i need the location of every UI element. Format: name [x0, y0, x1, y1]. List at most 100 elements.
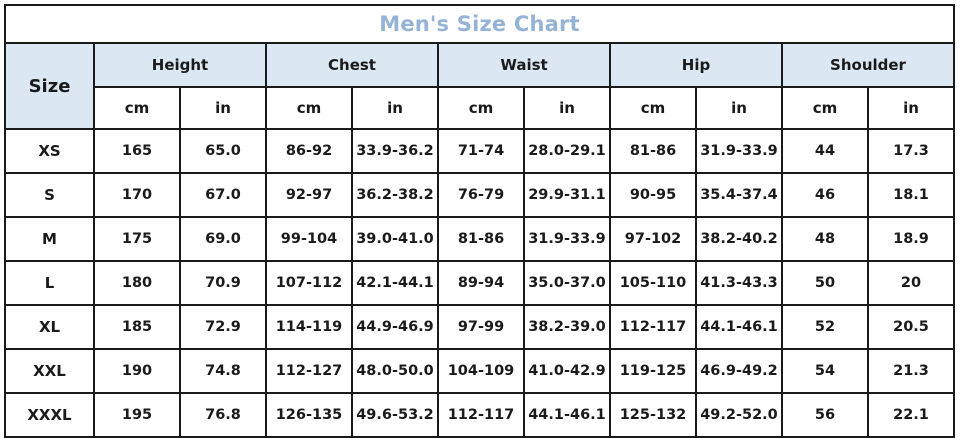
unit-header-hip-cm: cm — [609, 86, 697, 130]
table-row: L 180 70.9 107-112 42.1-44.1 89-94 35.0-37.0 10… — [4, 260, 955, 306]
value-cell: 90-95 — [609, 172, 697, 218]
size-cell: XXXL — [4, 392, 95, 438]
value-cell: 48.0-50.0 — [351, 348, 439, 394]
value-cell: 41.3-43.3 — [695, 260, 783, 306]
value-cell: 35.0-37.0 — [523, 260, 611, 306]
value-cell: 76-79 — [437, 172, 525, 218]
value-cell: 104-109 — [437, 348, 525, 394]
page-title: Men's Size Chart — [4, 4, 955, 44]
value-cell: 71-74 — [437, 128, 525, 174]
unit-header-hip-in: in — [695, 86, 783, 130]
title-row: Men's Size Chart — [4, 4, 955, 44]
value-cell: 44.1-46.1 — [695, 304, 783, 350]
value-cell: 44.1-46.1 — [523, 392, 611, 438]
value-cell: 175 — [93, 216, 181, 262]
unit-header-waist-cm: cm — [437, 86, 525, 130]
value-cell: 39.0-41.0 — [351, 216, 439, 262]
value-cell: 22.1 — [867, 392, 955, 438]
table-row: XXXL 195 76.8 126-135 49.6-53.2 112-117 44.1-4… — [4, 392, 955, 438]
value-cell: 65.0 — [179, 128, 267, 174]
size-cell: XS — [4, 128, 95, 174]
value-cell: 31.9-33.9 — [695, 128, 783, 174]
value-cell: 69.0 — [179, 216, 267, 262]
value-cell: 185 — [93, 304, 181, 350]
group-header-row: Size Height Chest Waist Hip Shoulder — [4, 42, 955, 130]
value-cell: 46 — [781, 172, 869, 218]
value-cell: 46.9-49.2 — [695, 348, 783, 394]
value-cell: 56 — [781, 392, 869, 438]
unit-header-row: cm in cm in cm in cm in cm in — [5, 86, 955, 130]
value-cell: 36.2-38.2 — [351, 172, 439, 218]
value-cell: 21.3 — [867, 348, 955, 394]
value-cell: 44 — [781, 128, 869, 174]
value-cell: 126-135 — [265, 392, 353, 438]
value-cell: 76.8 — [179, 392, 267, 438]
value-cell: 105-110 — [609, 260, 697, 306]
value-cell: 112-127 — [265, 348, 353, 394]
value-cell: 31.9-33.9 — [523, 216, 611, 262]
value-cell: 86-92 — [265, 128, 353, 174]
value-cell: 67.0 — [179, 172, 267, 218]
unit-header-shoulder-in: in — [867, 86, 955, 130]
value-cell: 107-112 — [265, 260, 353, 306]
unit-header-height-in: in — [179, 86, 267, 130]
value-cell: 74.8 — [179, 348, 267, 394]
value-cell: 92-97 — [265, 172, 353, 218]
size-table-body: XS 165 65.0 86-92 33.9-36.2 71-74 28.0-29.1 81-… — [4, 128, 955, 438]
value-cell: 44.9-46.9 — [351, 304, 439, 350]
value-cell: 170 — [93, 172, 181, 218]
value-cell: 180 — [93, 260, 181, 306]
value-cell: 49.6-53.2 — [351, 392, 439, 438]
value-cell: 29.9-31.1 — [523, 172, 611, 218]
value-cell: 33.9-36.2 — [351, 128, 439, 174]
value-cell: 195 — [93, 392, 181, 438]
size-cell: S — [4, 172, 95, 218]
column-group-height: Height — [93, 42, 267, 88]
value-cell: 42.1-44.1 — [351, 260, 439, 306]
column-group-chest: Chest — [265, 42, 439, 88]
value-cell: 48 — [781, 216, 869, 262]
value-cell: 81-86 — [437, 216, 525, 262]
value-cell: 72.9 — [179, 304, 267, 350]
value-cell: 38.2-40.2 — [695, 216, 783, 262]
unit-header-height-cm: cm — [93, 86, 181, 130]
size-cell: XL — [4, 304, 95, 350]
value-cell: 18.1 — [867, 172, 955, 218]
value-cell: 119-125 — [609, 348, 697, 394]
value-cell: 20 — [867, 260, 955, 306]
value-cell: 70.9 — [179, 260, 267, 306]
value-cell: 165 — [93, 128, 181, 174]
value-cell: 28.0-29.1 — [523, 128, 611, 174]
value-cell: 52 — [781, 304, 869, 350]
unit-header-shoulder-cm: cm — [781, 86, 869, 130]
value-cell: 50 — [781, 260, 869, 306]
value-cell: 17.3 — [867, 128, 955, 174]
value-cell: 38.2-39.0 — [523, 304, 611, 350]
value-cell: 81-86 — [609, 128, 697, 174]
column-group-hip: Hip — [609, 42, 783, 88]
value-cell: 89-94 — [437, 260, 525, 306]
value-cell: 112-117 — [437, 392, 525, 438]
size-cell: XXL — [4, 348, 95, 394]
column-group-waist: Waist — [437, 42, 611, 88]
value-cell: 114-119 — [265, 304, 353, 350]
size-cell: L — [4, 260, 95, 306]
size-chart-table: Men's Size Chart Size Height Chest Waist… — [4, 4, 955, 438]
table-row: S 170 67.0 92-97 36.2-38.2 76-79 29.9-31.1 90-9… — [4, 172, 955, 218]
size-table-header: Men's Size Chart Size Height Chest Waist… — [4, 4, 955, 130]
value-cell: 54 — [781, 348, 869, 394]
value-cell: 97-99 — [437, 304, 525, 350]
value-cell: 97-102 — [609, 216, 697, 262]
value-cell: 125-132 — [609, 392, 697, 438]
column-group-shoulder: Shoulder — [781, 42, 955, 88]
value-cell: 190 — [93, 348, 181, 394]
value-cell: 20.5 — [867, 304, 955, 350]
value-cell: 49.2-52.0 — [695, 392, 783, 438]
table-row: M 175 69.0 99-104 39.0-41.0 81-86 31.9-33.9 97-… — [4, 216, 955, 262]
value-cell: 35.4-37.4 — [695, 172, 783, 218]
value-cell: 18.9 — [867, 216, 955, 262]
unit-header-chest-in: in — [351, 86, 439, 130]
value-cell: 112-117 — [609, 304, 697, 350]
value-cell: 99-104 — [265, 216, 353, 262]
